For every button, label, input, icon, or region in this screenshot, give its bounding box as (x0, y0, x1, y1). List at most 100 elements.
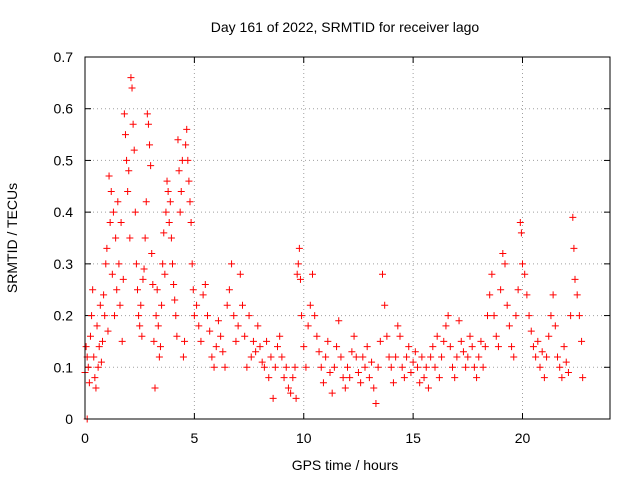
data-point (241, 332, 249, 340)
y-tick-label: 0.6 (54, 101, 74, 117)
data-point (339, 374, 347, 382)
data-point (451, 374, 459, 382)
data-point (296, 275, 304, 283)
data-point (185, 177, 193, 185)
data-point (140, 265, 148, 273)
data-point (414, 363, 421, 371)
data-point (558, 374, 566, 382)
data-point (479, 363, 487, 371)
data-point (348, 348, 356, 356)
data-point (477, 337, 485, 345)
data-point (284, 384, 292, 392)
data-point (311, 312, 319, 320)
data-point (126, 234, 134, 242)
data-point (344, 363, 351, 371)
data-point (435, 374, 443, 382)
data-point (186, 198, 194, 206)
data-point (197, 337, 205, 345)
data-point (104, 327, 112, 335)
data-point (109, 208, 117, 216)
data-point (169, 260, 176, 268)
data-point (536, 363, 544, 371)
data-point (422, 363, 430, 371)
data-point (193, 301, 201, 309)
data-point (289, 374, 297, 382)
data-point (91, 374, 99, 382)
data-point (162, 208, 170, 216)
data-point (245, 312, 253, 320)
data-point (567, 312, 575, 320)
data-point (106, 218, 114, 226)
axis-ticks: 0 0.1 0.2 0.3 0.4 0.5 0.6 0.7 0 5 10 15 20 (54, 49, 610, 446)
data-point (501, 260, 509, 268)
data-point (573, 291, 581, 299)
data-point (569, 213, 577, 221)
data-point (267, 353, 275, 361)
data-point (564, 368, 572, 376)
data-point (149, 281, 157, 289)
data-point (274, 343, 281, 351)
data-point (481, 343, 489, 351)
data-point (525, 312, 533, 320)
plot-frame (84, 56, 611, 420)
data-point (411, 348, 419, 356)
data-point (354, 368, 362, 376)
data-point (108, 270, 116, 278)
y-tick-label: 0.1 (54, 359, 74, 375)
data-point (579, 374, 587, 382)
data-point (137, 301, 145, 309)
data-point (575, 312, 583, 320)
data-point (287, 389, 295, 397)
data-point (170, 281, 178, 289)
data-point (337, 353, 345, 361)
data-point (171, 296, 179, 304)
data-point (352, 353, 360, 361)
data-point (519, 260, 526, 268)
data-point (549, 291, 557, 299)
data-point (488, 270, 496, 278)
data-point (152, 312, 160, 320)
data-point (446, 343, 454, 351)
data-point (571, 275, 579, 283)
data-point (175, 167, 183, 175)
data-point (260, 363, 268, 371)
data-point (527, 327, 535, 335)
data-point (407, 368, 415, 376)
data-point (129, 120, 137, 128)
data-point (457, 337, 465, 345)
y-axis-label: SRMTID / TECUs (4, 183, 20, 293)
data-point (100, 291, 108, 299)
data-point (470, 363, 478, 371)
data-point (462, 363, 470, 371)
data-point (252, 348, 260, 356)
data-point (389, 379, 397, 387)
data-point (534, 337, 542, 345)
data-point (269, 394, 277, 402)
data-point (118, 337, 126, 345)
data-point (315, 348, 323, 356)
data-point (183, 125, 191, 133)
data-point (107, 187, 115, 195)
data-point (116, 301, 124, 309)
data-point (101, 312, 109, 320)
data-point (392, 353, 400, 361)
data-point (510, 353, 518, 361)
data-point (431, 363, 439, 371)
data-point (433, 332, 441, 340)
data-point (368, 358, 376, 366)
data-point (418, 353, 426, 361)
data-point (181, 337, 189, 345)
data-point (271, 363, 279, 371)
data-point (409, 358, 417, 366)
data-point (217, 332, 225, 340)
data-point (341, 384, 349, 392)
data-point (115, 260, 123, 268)
x-tick-label: 20 (515, 430, 531, 446)
data-point (124, 187, 132, 195)
data-point (86, 332, 94, 340)
data-point (114, 198, 122, 206)
data-point (438, 353, 446, 361)
data-point (236, 270, 244, 278)
data-point (144, 120, 152, 128)
